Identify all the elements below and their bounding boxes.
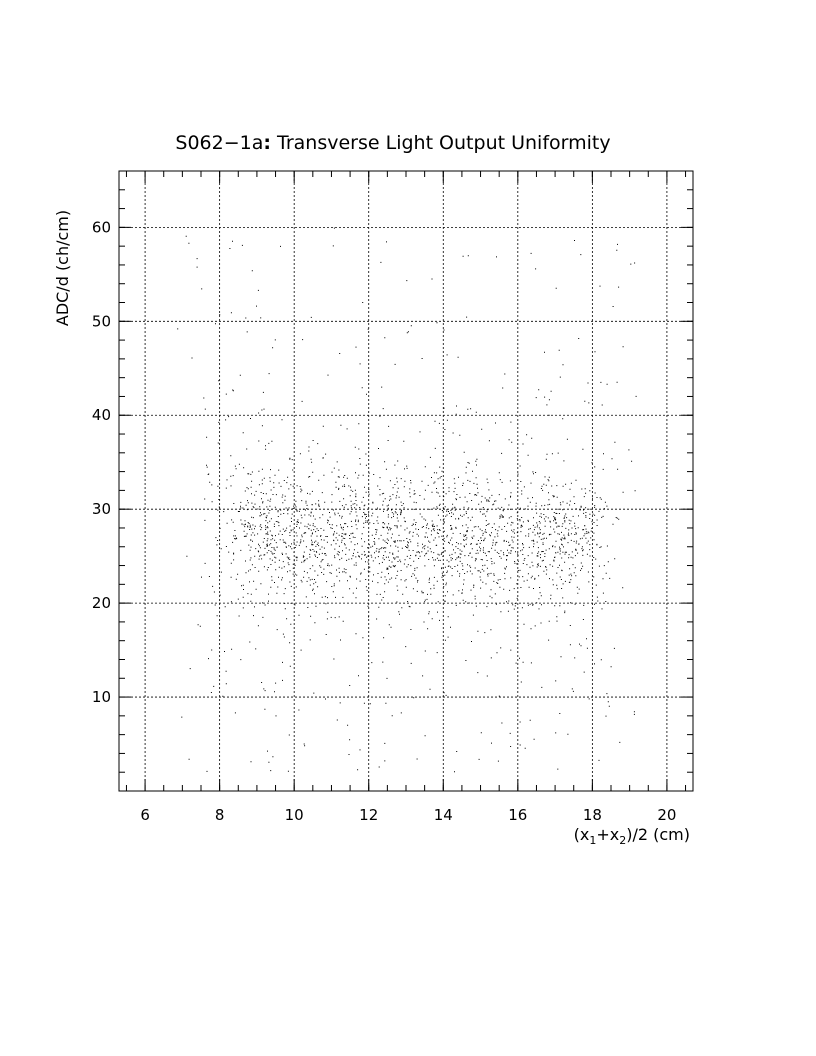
x-tick-label: 16 xyxy=(508,806,527,824)
x-tick-label: 12 xyxy=(359,806,378,824)
x-tick-label: 20 xyxy=(657,806,676,824)
x-tick-label: 8 xyxy=(215,806,225,824)
scatter-points xyxy=(177,227,637,773)
y-axis-label: ADC/d (ch/cm) xyxy=(53,210,72,326)
grid-lines xyxy=(119,171,693,791)
axis-ticks xyxy=(119,170,693,792)
y-tick-label: 30 xyxy=(92,500,111,518)
chart-title-id: S062−1a xyxy=(175,132,263,154)
scatter-point-cloud xyxy=(177,227,637,773)
y-tick-label: 40 xyxy=(92,406,111,424)
x-tick-label: 10 xyxy=(285,806,304,824)
y-tick-label: 60 xyxy=(92,218,111,236)
x-tick-label: 6 xyxy=(140,806,150,824)
x-tick-label: 14 xyxy=(434,806,453,824)
y-tick-label: 10 xyxy=(92,688,111,706)
plot-frame xyxy=(118,170,694,792)
chart-title-colon: : xyxy=(263,132,271,154)
axis-tick-labels: 6 8 10 12 14 16 18 20 10 20 30 40 50 60 xyxy=(92,218,677,824)
chart-title-text: Transverse Light Output Uniformity xyxy=(271,132,611,154)
y-tick-label: 20 xyxy=(92,594,111,612)
chart-title: S062−1a: Transverse Light Output Uniform… xyxy=(175,132,610,154)
y-tick-label: 50 xyxy=(92,312,111,330)
x-axis-label: (x1+x2)/2 (cm) xyxy=(574,825,690,847)
x-tick-label: 18 xyxy=(583,806,602,824)
